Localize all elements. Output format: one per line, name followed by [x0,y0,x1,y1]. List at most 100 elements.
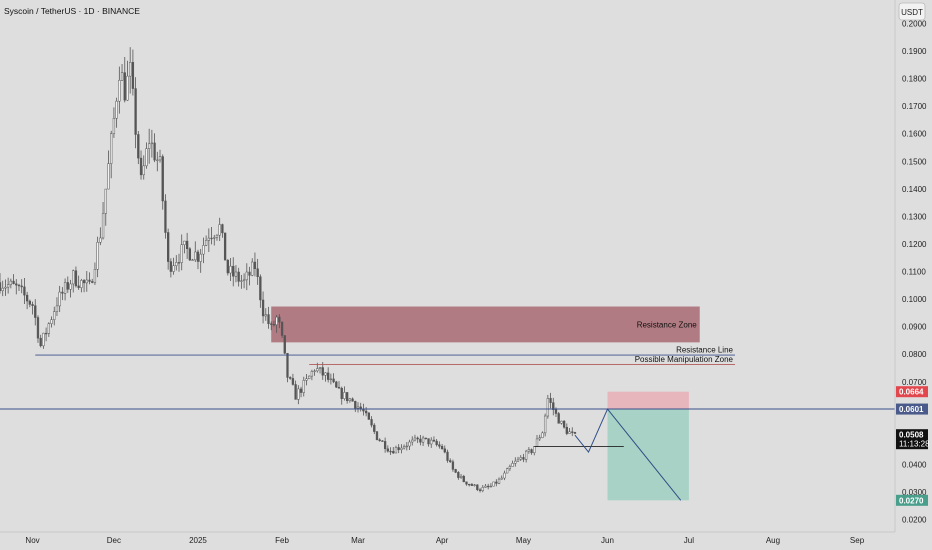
candle [470,482,474,486]
currency-button-label[interactable]: USDT [901,8,923,17]
candle [451,459,455,472]
candle [126,60,129,101]
candle [131,49,135,96]
candle [153,133,156,163]
candle [134,77,137,149]
candle [229,257,232,282]
candle [39,334,42,348]
candle [53,306,56,326]
x-tick-label: 2025 [189,536,207,545]
candle [112,107,116,138]
stop-loss-zone[interactable] [607,391,689,410]
y-tick-label: 0.0200 [902,516,927,525]
candle [210,226,213,245]
resistance-line-label: Resistance Line [676,346,733,355]
resistance-zone[interactable] [271,306,700,343]
candle [183,240,186,254]
candle [313,369,316,376]
y-tick-label: 0.1700 [902,102,927,111]
candle [392,447,395,454]
candle [473,483,476,487]
candle [421,435,425,446]
projection-path[interactable] [574,408,682,501]
y-tick-label: 0.0700 [902,378,927,387]
manipulation-line-label: Possible Manipulation Zone [635,355,734,364]
price-label-value: 0.0508 [899,431,924,440]
candle [481,484,484,493]
candle [259,274,262,308]
candle [337,381,341,389]
candle [343,386,346,401]
zones-layer [271,306,700,501]
candle [557,411,560,424]
candle [110,130,113,179]
candle [72,269,75,293]
x-tick-label: Apr [436,536,449,545]
candle [457,471,460,480]
candle [375,431,379,441]
candle [413,434,417,442]
candle [449,458,452,463]
candle [31,301,34,315]
x-tick-label: Dec [107,536,121,545]
candle [346,392,349,404]
currency-button[interactable]: USDT [898,2,926,21]
candle [188,247,191,261]
candle [207,228,210,253]
candle [9,278,12,289]
candle [305,374,308,386]
y-tick-label: 0.2000 [902,19,927,28]
candle [562,420,566,429]
candle [118,66,121,114]
candle [527,447,531,454]
candle [6,277,10,294]
y-tick-label: 0.1600 [902,130,927,139]
candle [484,484,487,488]
candle [495,479,498,487]
candle [468,483,471,487]
candle [497,477,501,485]
candle [327,367,330,383]
candle [167,228,170,270]
candle [489,483,493,488]
candle [248,266,251,286]
x-tick-label: Aug [766,536,780,545]
candle [237,267,240,287]
candle [511,460,514,467]
candle [175,255,178,271]
x-tick-label: Feb [275,536,289,545]
resistance-zone-label: Resistance Zone [637,320,698,329]
y-tick-label: 0.0900 [902,323,927,332]
candle [88,272,91,285]
candle [158,149,162,163]
candle [530,448,533,455]
candles-layer [0,47,577,493]
candle [82,278,86,293]
candle [289,376,292,380]
candle [356,402,360,413]
candle [335,380,338,389]
candle [23,278,26,304]
candle [291,373,295,386]
candle [278,314,281,329]
take-profit-zone[interactable] [607,409,689,501]
candle [99,227,102,246]
candle [215,234,219,241]
candle [541,431,544,439]
candle [308,375,311,380]
candle [129,47,132,94]
candle [240,274,243,289]
candle [15,279,18,295]
candle [137,131,140,165]
candle [370,416,373,428]
y-tick-label: 0.0300 [902,488,927,497]
candle [245,263,248,291]
candle [139,150,143,180]
candle [50,316,53,328]
time-axis[interactable]: Nov Dec 2025 Feb Mar Apr May Jun Jul Aug Sep [25,536,864,545]
currency-button-frame[interactable] [898,2,926,21]
